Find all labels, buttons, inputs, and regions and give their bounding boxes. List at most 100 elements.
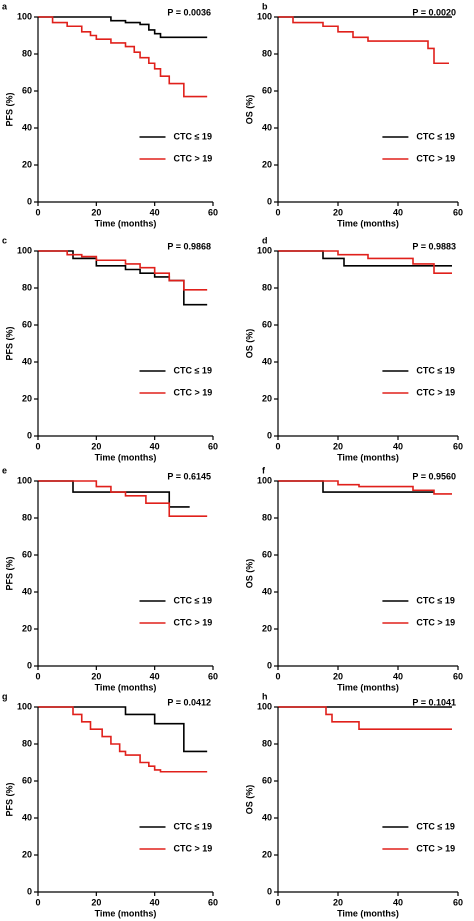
survival-curve xyxy=(38,706,208,773)
y-axis-label: PFS (%) xyxy=(4,92,14,126)
p-value: P = 0.9883 xyxy=(412,241,456,251)
x-tick-label: 60 xyxy=(453,441,463,451)
y-tick-label: 100 xyxy=(257,475,272,485)
legend-label: CTC ≤ 19 xyxy=(416,131,454,141)
x-tick-label: 40 xyxy=(150,441,160,451)
x-tick-label: 0 xyxy=(35,207,40,217)
x-tick-label: 20 xyxy=(333,207,343,217)
legend-label: CTC ≤ 19 xyxy=(416,365,454,375)
legend-label: CTC ≤ 19 xyxy=(174,821,212,831)
x-tick-label: 0 xyxy=(35,441,40,451)
x-tick-label: 40 xyxy=(150,671,160,681)
y-axis-label: OS (%) xyxy=(244,95,254,125)
x-tick-label: 60 xyxy=(453,897,463,907)
x-tick-label: 60 xyxy=(208,207,218,217)
y-tick-label: 60 xyxy=(262,85,272,95)
y-tick-label: 0 xyxy=(27,886,32,896)
legend-label: CTC ≤ 19 xyxy=(416,595,454,605)
x-axis-label: Time (months) xyxy=(337,218,399,228)
y-tick-label: 100 xyxy=(17,475,32,485)
survival-curve xyxy=(38,706,208,753)
legend-label: CTC > 19 xyxy=(174,843,213,853)
legend-label: CTC > 19 xyxy=(174,617,213,627)
y-tick-label: 40 xyxy=(262,356,272,366)
x-axis-label: Time (months) xyxy=(95,908,157,918)
y-tick-label: 0 xyxy=(267,660,272,670)
y-tick-label: 100 xyxy=(17,11,32,21)
y-tick-label: 40 xyxy=(22,586,32,596)
y-tick-label: 40 xyxy=(22,122,32,132)
legend-label: CTC > 19 xyxy=(416,153,455,163)
x-tick-label: 40 xyxy=(150,897,160,907)
x-axis-label: Time (months) xyxy=(95,218,157,228)
panel-label: b xyxy=(262,1,268,11)
x-tick-label: 60 xyxy=(208,671,218,681)
y-tick-label: 40 xyxy=(262,812,272,822)
x-axis-label: Time (months) xyxy=(337,908,399,918)
legend-label: CTC > 19 xyxy=(416,843,455,853)
survival-curve xyxy=(38,16,208,39)
y-axis-label: OS (%) xyxy=(244,785,254,815)
y-tick-label: 100 xyxy=(257,245,272,255)
y-tick-label: 40 xyxy=(262,586,272,596)
y-tick-label: 60 xyxy=(262,775,272,785)
survival-curve xyxy=(38,250,208,306)
x-axis-label: Time (months) xyxy=(337,452,399,462)
x-tick-label: 20 xyxy=(91,897,101,907)
x-tick-label: 0 xyxy=(275,897,280,907)
survival-curve xyxy=(38,250,208,291)
x-tick-label: 40 xyxy=(393,671,403,681)
x-tick-label: 0 xyxy=(35,897,40,907)
y-tick-label: 0 xyxy=(267,196,272,206)
y-tick-label: 100 xyxy=(17,701,32,711)
y-tick-label: 20 xyxy=(262,393,272,403)
x-tick-label: 20 xyxy=(91,671,101,681)
x-tick-label: 20 xyxy=(91,441,101,451)
x-tick-label: 60 xyxy=(208,897,218,907)
y-tick-label: 80 xyxy=(262,738,272,748)
survival-curve xyxy=(38,16,208,98)
x-axis-label: Time (months) xyxy=(95,452,157,462)
survival-curve xyxy=(278,706,452,730)
y-tick-label: 0 xyxy=(267,430,272,440)
y-tick-label: 20 xyxy=(22,849,32,859)
panel-label: f xyxy=(262,465,266,475)
y-tick-label: 60 xyxy=(262,549,272,559)
panel-label: h xyxy=(262,691,268,701)
p-value: P = 0.6145 xyxy=(167,471,211,481)
y-tick-label: 20 xyxy=(22,159,32,169)
x-axis-label: Time (months) xyxy=(337,682,399,692)
p-value: P = 0.0412 xyxy=(167,697,211,707)
y-tick-label: 0 xyxy=(27,430,32,440)
panel-label: e xyxy=(2,465,7,475)
x-tick-label: 60 xyxy=(453,207,463,217)
x-tick-label: 0 xyxy=(275,671,280,681)
legend-label: CTC ≤ 19 xyxy=(416,821,454,831)
x-tick-label: 20 xyxy=(333,897,343,907)
y-tick-label: 0 xyxy=(27,660,32,670)
y-tick-label: 100 xyxy=(17,245,32,255)
x-tick-label: 20 xyxy=(333,441,343,451)
y-axis-label: PFS (%) xyxy=(4,782,14,816)
x-axis-label: Time (months) xyxy=(95,682,157,692)
y-tick-label: 40 xyxy=(262,122,272,132)
y-tick-label: 20 xyxy=(262,623,272,633)
legend-label: CTC > 19 xyxy=(174,153,213,163)
y-axis-label: OS (%) xyxy=(244,559,254,589)
y-tick-label: 100 xyxy=(257,11,272,21)
x-tick-label: 40 xyxy=(393,441,403,451)
legend-label: CTC ≤ 19 xyxy=(174,365,212,375)
y-axis-label: PFS (%) xyxy=(4,556,14,590)
p-value: P = 0.9868 xyxy=(167,241,211,251)
y-tick-label: 20 xyxy=(262,849,272,859)
y-tick-label: 80 xyxy=(262,282,272,292)
survival-curve xyxy=(278,250,452,274)
y-tick-label: 60 xyxy=(22,319,32,329)
x-tick-label: 40 xyxy=(393,207,403,217)
y-tick-label: 60 xyxy=(22,775,32,785)
legend-label: CTC ≤ 19 xyxy=(174,131,212,141)
legend-label: CTC ≤ 19 xyxy=(174,595,212,605)
legend-label: CTC > 19 xyxy=(174,387,213,397)
panel-label: c xyxy=(2,235,7,245)
